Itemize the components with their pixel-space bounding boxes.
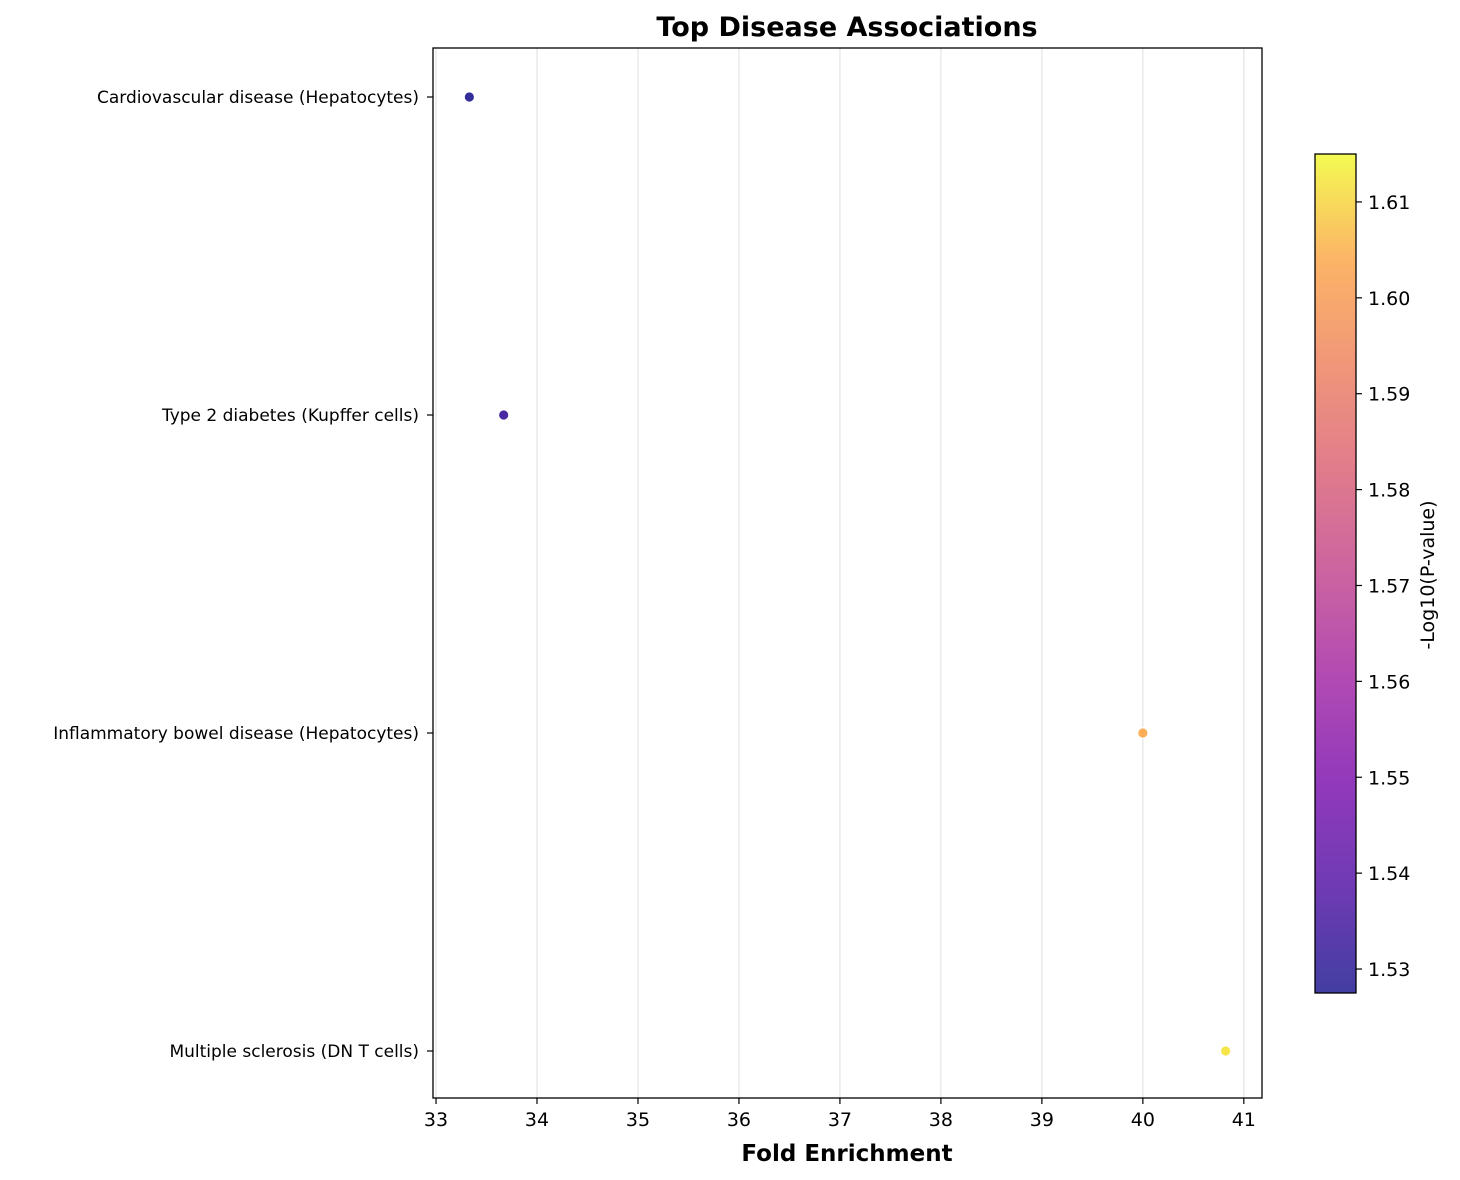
data-point bbox=[497, 409, 510, 421]
colorbar-title: -Log10(P-value) bbox=[1417, 500, 1439, 649]
data-point bbox=[1219, 1045, 1232, 1057]
colorbar-gradient bbox=[1315, 154, 1356, 993]
colorbar-tick-label: 1.57 bbox=[1368, 575, 1410, 597]
data-points bbox=[463, 91, 1232, 1057]
category-label: Type 2 diabetes (Kupffer cells) bbox=[161, 406, 419, 426]
colorbar-ticks: 1.53 1.54 1.55 1.56 1.57 1.58 1.59 1.60 1.61 bbox=[1356, 192, 1410, 981]
grid-lines bbox=[435, 48, 1245, 1098]
plot-frame bbox=[432, 47, 1263, 1099]
colorbar-tick-label: 1.56 bbox=[1368, 671, 1410, 693]
data-point bbox=[463, 91, 476, 103]
x-tick-label: 37 bbox=[828, 1109, 852, 1131]
category-label: Cardiovascular disease (Hepatocytes) bbox=[97, 88, 419, 108]
colorbar-tick-label: 1.54 bbox=[1368, 863, 1410, 885]
x-axis: 33 34 35 36 37 38 39 40 41 bbox=[424, 1098, 1256, 1131]
x-tick-label: 41 bbox=[1232, 1109, 1256, 1131]
x-tick-label: 33 bbox=[424, 1109, 448, 1131]
colorbar-tick-label: 1.61 bbox=[1368, 192, 1410, 214]
x-tick-label: 35 bbox=[626, 1109, 650, 1131]
colorbar-tick-label: 1.53 bbox=[1368, 959, 1410, 981]
colorbar-tick-label: 1.59 bbox=[1368, 384, 1410, 406]
colorbar: 1.53 1.54 1.55 1.56 1.57 1.58 1.59 1.60 1.61 -Lo… bbox=[1314, 153, 1439, 994]
colorbar-frame bbox=[1314, 153, 1357, 994]
y-axis: Cardiovascular disease (Hepatocytes) Type… bbox=[53, 88, 433, 1062]
data-point bbox=[1137, 727, 1149, 739]
x-tick-label: 38 bbox=[929, 1109, 953, 1131]
x-tick-label: 34 bbox=[525, 1109, 549, 1131]
x-tick-label: 36 bbox=[727, 1109, 751, 1131]
category-label: Multiple sclerosis (DN T cells) bbox=[169, 1042, 419, 1062]
x-axis-title: Fold Enrichment bbox=[741, 1141, 952, 1167]
x-tick-label: 40 bbox=[1131, 1109, 1155, 1131]
colorbar-tick-label: 1.55 bbox=[1368, 767, 1410, 789]
colorbar-tick-label: 1.58 bbox=[1368, 480, 1410, 502]
chart-title: Top Disease Associations bbox=[656, 12, 1037, 43]
colorbar-tick-label: 1.60 bbox=[1368, 288, 1410, 310]
category-label: Inflammatory bowel disease (Hepatocytes) bbox=[53, 724, 419, 744]
x-tick-label: 39 bbox=[1030, 1109, 1054, 1131]
